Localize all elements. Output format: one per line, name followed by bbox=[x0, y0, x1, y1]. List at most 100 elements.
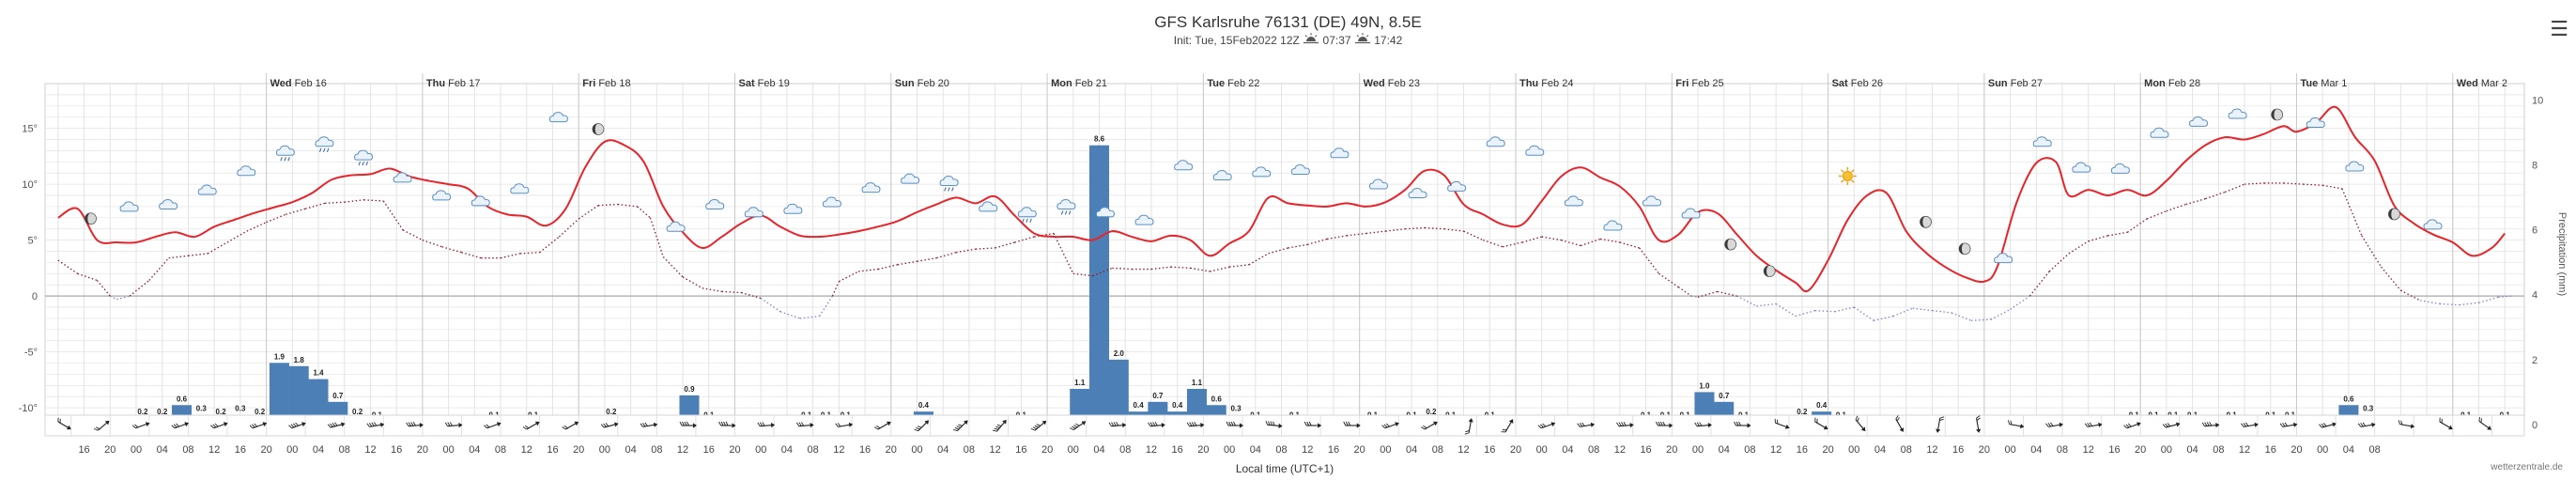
hamburger-menu-icon[interactable]: ☰ bbox=[2550, 17, 2568, 40]
cloud-icon bbox=[197, 184, 217, 195]
cloud-shape bbox=[1447, 180, 1467, 192]
hour-tick-label: 08 bbox=[964, 444, 975, 456]
cloud-shape bbox=[1681, 208, 1701, 219]
wind-barb bbox=[757, 422, 761, 426]
precip-tick-label: 4 bbox=[2532, 290, 2537, 302]
wind-barb bbox=[1189, 422, 1193, 426]
rain-drop bbox=[1064, 210, 1068, 215]
precip-tick-label: 8 bbox=[2532, 160, 2537, 171]
wind-head bbox=[1200, 423, 1205, 428]
dewpoint-line-segment bbox=[2459, 302, 2479, 306]
wind-barb bbox=[992, 429, 997, 432]
wind-arrow-icon bbox=[640, 422, 658, 427]
temp-tick-label: 15° bbox=[22, 124, 38, 135]
moon-icon bbox=[85, 212, 97, 225]
init-time: Init: Tue, 15Feb2022 12Z bbox=[1173, 34, 1300, 47]
precip-value-label: 0.4 bbox=[1816, 401, 1828, 410]
wind-barb bbox=[2360, 423, 2364, 427]
sunset-time: 17:42 bbox=[1374, 34, 1403, 47]
hour-tick-label: 00 bbox=[1536, 444, 1548, 456]
hour-tick-label: 04 bbox=[625, 444, 636, 456]
chart-subtitle: Init: Tue, 15Feb2022 12Z 07:37 17:42 bbox=[0, 33, 2576, 47]
hour-tick-label: 04 bbox=[1562, 444, 1573, 456]
rain-drop bbox=[318, 147, 322, 152]
wind-arrow-icon bbox=[210, 422, 228, 429]
cloud-icon bbox=[1174, 160, 1194, 171]
day-label: Mon Feb 21 bbox=[1051, 78, 1107, 89]
wind-head bbox=[2059, 422, 2063, 427]
moon-shade bbox=[1959, 242, 1966, 255]
precip-value-label: 0.9 bbox=[684, 385, 695, 394]
wind-arrow-icon bbox=[1774, 418, 1790, 429]
wind-arrow-icon bbox=[1936, 416, 1945, 433]
wind-arrow-icon bbox=[2084, 422, 2103, 427]
cloud-rain-icon bbox=[939, 175, 959, 192]
wind-head bbox=[534, 421, 540, 426]
wind-barb bbox=[1895, 415, 1899, 420]
hour-tick-label: 08 bbox=[1119, 444, 1131, 456]
wind-barb bbox=[1265, 420, 1269, 426]
cloud-shape bbox=[1994, 253, 2013, 264]
cloud-shape bbox=[1330, 147, 1350, 159]
wind-arrow-icon bbox=[1148, 421, 1165, 428]
moon-icon bbox=[592, 123, 605, 135]
wind-barb bbox=[368, 423, 373, 427]
cloud-shape bbox=[393, 172, 412, 183]
wind-head bbox=[1669, 423, 1674, 428]
precip-tick-label: 10 bbox=[2532, 95, 2543, 106]
hour-tick-label: 16 bbox=[1484, 444, 1495, 456]
hour-tick-label: 04 bbox=[1093, 444, 1104, 456]
cloud-shape bbox=[1212, 169, 1232, 180]
wind-barb bbox=[1308, 421, 1312, 426]
wind-barb bbox=[484, 425, 487, 429]
wind-barb bbox=[1735, 421, 1739, 426]
hour-tick-label: 20 bbox=[1666, 444, 1677, 456]
wind-head bbox=[419, 423, 424, 428]
hour-tick-label: 16 bbox=[547, 444, 558, 456]
precip-bar bbox=[1108, 359, 1129, 425]
wind-barb bbox=[1385, 423, 1390, 427]
precip-value-label: 0.7 bbox=[1152, 392, 1164, 400]
dewpoint-line-segment bbox=[760, 297, 781, 313]
wind-barb bbox=[1383, 424, 1388, 428]
wind-barb bbox=[605, 423, 609, 427]
precip-value-label: 0.3 bbox=[196, 405, 208, 413]
cloud-icon bbox=[979, 201, 998, 212]
wind-barb bbox=[1072, 426, 1076, 429]
sun-ray bbox=[1841, 169, 1844, 173]
wind-barb bbox=[1345, 421, 1349, 426]
cloud-shape bbox=[705, 198, 725, 209]
wind-barb bbox=[1186, 422, 1190, 426]
wind-barb bbox=[1420, 426, 1426, 430]
wind-head bbox=[1784, 424, 1790, 429]
precip-value-label: 0.2 bbox=[1797, 408, 1808, 416]
hour-tick-label: 00 bbox=[442, 444, 454, 456]
wind-head bbox=[104, 420, 110, 426]
cloud-icon bbox=[1642, 195, 1661, 207]
cloud-shape bbox=[2150, 127, 2169, 138]
wind-barb bbox=[994, 427, 999, 430]
hour-tick-label: 20 bbox=[729, 444, 740, 456]
cloud-shape bbox=[2032, 136, 2052, 147]
cloud-icon bbox=[2423, 219, 2443, 230]
dewpoint-line-segment bbox=[519, 252, 540, 255]
moon-shade bbox=[592, 123, 598, 135]
wind-arrow-icon bbox=[1108, 421, 1127, 428]
wind-head bbox=[1899, 427, 1905, 432]
wind-arrow-icon bbox=[1464, 418, 1473, 435]
dewpoint-line-segment bbox=[1756, 302, 1777, 307]
wind-arrow-icon bbox=[2045, 422, 2063, 427]
hour-tick-label: 08 bbox=[808, 444, 819, 456]
wind-barb bbox=[1542, 423, 1547, 427]
cloud-icon bbox=[2189, 116, 2209, 127]
plot-area bbox=[44, 83, 2525, 426]
wind-head bbox=[1041, 420, 1047, 426]
cloud-shape bbox=[1174, 160, 1194, 171]
wind-arrow-icon bbox=[2398, 420, 2415, 429]
precip-value-label: 0.4 bbox=[918, 401, 930, 410]
day-label: Mon Feb 28 bbox=[2144, 78, 2200, 89]
wind-barb bbox=[2162, 424, 2167, 428]
wind-head bbox=[1468, 418, 1473, 423]
wind-head bbox=[458, 423, 463, 428]
wind-barb bbox=[251, 424, 255, 428]
